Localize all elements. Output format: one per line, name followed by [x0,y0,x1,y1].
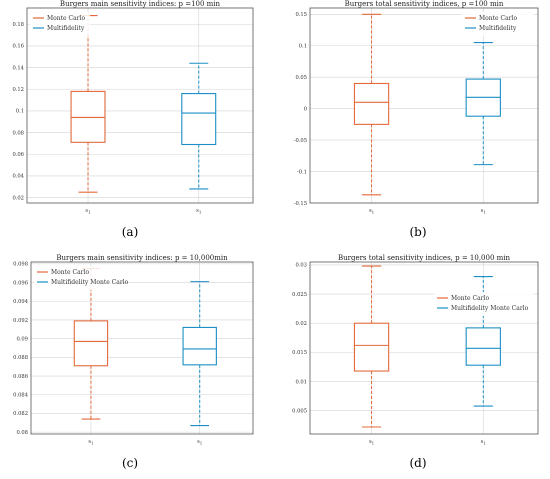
subcaption-d: (d) [409,456,426,470]
plot-title: Burgers total sensitivity indices, p =10… [345,0,504,8]
y-tick-label: 0.08 [16,430,28,436]
y-tick-label: 0.08 [12,130,24,136]
x-tick-label: s1 [481,439,486,446]
legend: Monte Carlo Multifidelity [462,12,534,36]
y-tick-label: 0.096 [13,280,28,286]
y-tick-label: 0.082 [13,411,28,417]
legend-label: Multifidelity Monte Carlo [51,279,129,286]
box-monte-carlo [353,13,390,196]
legend-label: Multifidelity [479,25,517,32]
box-multifidelity [181,62,217,190]
y-tick-label: 0.1 [16,109,24,115]
y-tick-label: 0.084 [13,393,29,399]
legend: Monte Carlo Multifidelity Monte Carlo [34,266,129,290]
y-tick-label: 0.14 [12,65,24,71]
box-iqr [73,320,109,367]
y-tick-label: 0.16 [12,44,24,50]
legend-box [30,12,90,36]
legend-label: Monte Carlo [47,15,85,22]
y-tick-label: 0.04 [12,174,24,180]
y-tick-label: 0.088 [13,355,28,361]
y-tick-label: 0.12 [12,87,24,93]
y-tick-label: 0 [304,106,307,112]
box-multifidelity [182,281,217,427]
y-tick-label: 0.09 [16,336,28,342]
x-tick-label: s1 [196,208,201,215]
box-iqr [353,82,390,125]
panel-c: 0.08 0.082 0.084 0.086 0.088 0.09 0.092 0.094 0.… [13,254,254,446]
legend-box [34,266,120,290]
box-iqr [182,326,217,366]
y-tick-label: 0.15 [295,12,307,18]
x-tick-label: s1 [369,439,374,446]
legend-box [434,292,534,316]
plot-title: Burgers main sensitivity indices: p =100… [60,0,221,8]
box-iqr [353,322,390,372]
legend-label: Monte Carlo [479,15,517,22]
plot-frame [309,7,539,204]
subcaption-b: (b) [409,225,426,239]
plot-frame [26,7,254,204]
y-tick-label: 0.086 [13,374,28,380]
y-tick-label: 0.02 [12,195,24,201]
panel-a: 0.02 0.04 0.06 0.08 0.1 0.12 0.14 0.16 0.18 Burge… [12,0,254,215]
panel-d: 0.005 0.01 0.015 0.02 0.025 0.03 Burgers total… [292,254,539,446]
y-tick-label: -0.05 [294,138,307,144]
y-tick-label: 0.18 [12,22,24,28]
y-tick-label: 0.06 [12,152,24,158]
legend-box [462,12,534,36]
x-tick-label: s1 [88,439,93,446]
subcaption-a: (a) [122,225,139,239]
y-tick-label: 0.005 [292,408,307,414]
plot-frame [309,261,539,435]
y-tick-label: 0.025 [292,292,307,298]
plot-title: Burgers main sensitivity indices: p = 10… [56,254,228,262]
plot-frame [30,261,254,435]
y-tick-label: 0.02 [295,321,307,327]
box-monte-carlo [353,265,390,428]
x-tick-label: s1 [85,208,90,215]
x-tick-label: s1 [197,439,202,446]
y-tick-label: 0.03 [295,263,307,269]
plot-title: Burgers total sensitivity indices, p = 1… [338,254,511,262]
y-tick-label: -0.1 [297,169,307,175]
panel-b: -0.15 -0.1 -0.05 0 0.05 0.1 0.15 Burgers total … [294,0,539,215]
y-tick-label: 0.094 [13,299,29,305]
legend-label: Monte Carlo [51,269,89,276]
box-multifidelity [465,42,501,166]
y-tick-label: 0.015 [292,350,307,356]
legend-label: Monte Carlo [451,295,489,302]
legend: Monte Carlo Multifidelity [30,12,90,36]
legend-label: Multifidelity [47,25,85,32]
subcaption-c: (c) [122,456,138,470]
y-tick-label: 0.05 [295,75,307,81]
x-tick-label: s1 [369,208,374,215]
y-tick-label: 0.098 [13,262,28,268]
y-tick-label: -0.15 [294,201,307,207]
y-tick-label: 0.01 [295,379,307,385]
legend: Monte Carlo Multifidelity Monte Carlo [434,292,534,316]
y-tick-label: 0.092 [13,318,28,324]
legend-label: Multifidelity Monte Carlo [451,305,529,312]
box-iqr [181,93,217,146]
y-tick-label: 0.1 [299,44,307,50]
x-tick-label: s1 [481,208,486,215]
box-iqr [465,327,501,366]
